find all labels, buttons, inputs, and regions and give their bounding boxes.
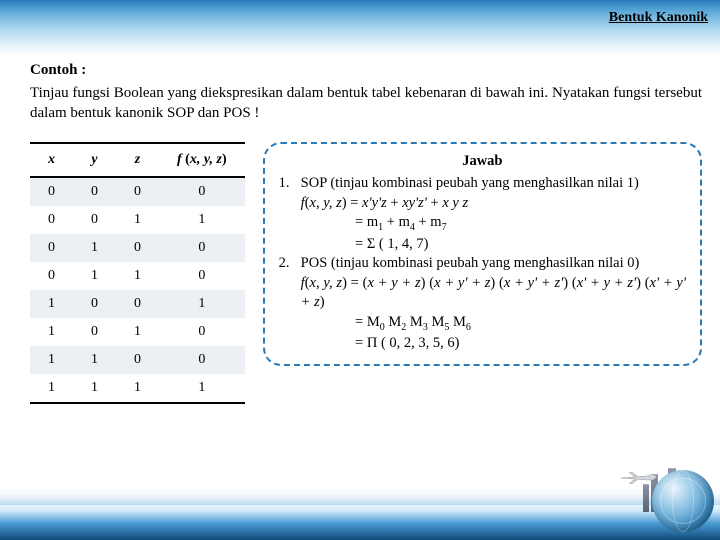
table-header-cell: x (30, 143, 73, 177)
example-intro: Tinjau fungsi Boolean yang diekspresikan… (30, 83, 702, 124)
example-label: Contoh : (30, 62, 702, 79)
table-cell: 1 (116, 374, 159, 403)
table-row: 0110 (30, 262, 245, 290)
table-cell: 1 (73, 374, 116, 403)
answer-title: Jawab (279, 152, 686, 172)
table-row: 1100 (30, 346, 245, 374)
table-cell: 1 (116, 206, 159, 234)
table-header-cell: f (x, y, z) (159, 143, 245, 177)
answer-items: 1.SOP (tinjau kombinasi peubah yang meng… (279, 174, 686, 354)
table-cell: 0 (73, 206, 116, 234)
answer-body: POS (tinjau kombinasi peubah yang mengha… (301, 254, 686, 354)
airplane-icon (619, 472, 659, 484)
table-row: 1111 (30, 374, 245, 403)
table-cell: 0 (116, 234, 159, 262)
answer-box: Jawab 1.SOP (tinjau kombinasi peubah yan… (263, 142, 702, 366)
table-row: 1010 (30, 318, 245, 346)
table-body: 00000011010001101001101011001111 (30, 177, 245, 403)
table-cell: 1 (159, 206, 245, 234)
table-cell: 0 (159, 177, 245, 206)
answer-body: SOP (tinjau kombinasi peubah yang mengha… (301, 174, 686, 254)
table-header-cell: y (73, 143, 116, 177)
table-cell: 1 (159, 290, 245, 318)
corner-decoration (609, 457, 714, 532)
table-cell: 1 (30, 318, 73, 346)
table-cell: 1 (116, 262, 159, 290)
table-row: 1001 (30, 290, 245, 318)
table-header-cell: z (116, 143, 159, 177)
table-cell: 1 (30, 374, 73, 403)
table-cell: 0 (159, 318, 245, 346)
table-row: 0100 (30, 234, 245, 262)
table-cell: 0 (30, 262, 73, 290)
table-cell: 0 (116, 346, 159, 374)
table-cell: 0 (73, 318, 116, 346)
answer-number: 2. (279, 254, 295, 354)
sky-gradient (0, 0, 720, 55)
table-cell: 0 (73, 290, 116, 318)
table-cell: 0 (30, 234, 73, 262)
globe-icon (652, 470, 714, 532)
table-cell: 0 (116, 290, 159, 318)
table-cell: 0 (159, 234, 245, 262)
table-row: 0011 (30, 206, 245, 234)
table-cell: 0 (116, 177, 159, 206)
table-cell: 1 (30, 346, 73, 374)
page-title: Bentuk Kanonik (609, 10, 708, 26)
table-cell: 0 (73, 177, 116, 206)
content-area: Contoh : Tinjau fungsi Boolean yang diek… (30, 62, 702, 404)
truth-table: xyzf (x, y, z) 0000001101000110100110101… (30, 142, 245, 404)
table-cell: 1 (73, 346, 116, 374)
table-row: 0000 (30, 177, 245, 206)
answer-item: 2.POS (tinjau kombinasi peubah yang meng… (279, 254, 686, 354)
table-cell: 0 (30, 177, 73, 206)
table-cell: 1 (73, 234, 116, 262)
table-cell: 1 (159, 374, 245, 403)
table-cell: 1 (116, 318, 159, 346)
answer-number: 1. (279, 174, 295, 254)
table-cell: 0 (159, 346, 245, 374)
table-cell: 0 (159, 262, 245, 290)
table-cell: 1 (73, 262, 116, 290)
table-cell: 1 (30, 290, 73, 318)
table-header-row: xyzf (x, y, z) (30, 143, 245, 177)
answer-item: 1.SOP (tinjau kombinasi peubah yang meng… (279, 174, 686, 254)
table-cell: 0 (30, 206, 73, 234)
lower-section: xyzf (x, y, z) 0000001101000110100110101… (30, 142, 702, 404)
